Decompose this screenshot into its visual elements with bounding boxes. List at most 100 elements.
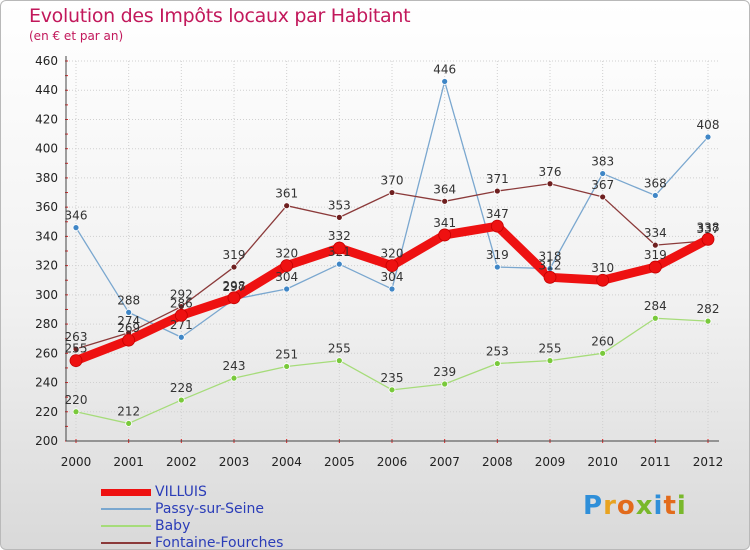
point-fontaine-fourches xyxy=(441,197,449,205)
point-villuis xyxy=(174,308,188,322)
data-label-passy-sur-seine: 318 xyxy=(539,250,562,264)
point-villuis xyxy=(69,354,83,368)
x-tick-label: 2010 xyxy=(587,455,618,469)
x-tick-label: 2008 xyxy=(482,455,513,469)
data-label-baby: 253 xyxy=(486,345,509,359)
data-label-fontaine-fourches: 364 xyxy=(433,182,456,196)
point-passy-sur-seine xyxy=(177,333,185,341)
point-baby xyxy=(599,349,607,357)
point-villuis xyxy=(227,291,241,305)
y-tick-label: 340 xyxy=(35,229,58,243)
point-fontaine-fourches xyxy=(651,241,659,249)
y-tick-label: 220 xyxy=(35,405,58,419)
data-label-baby: 282 xyxy=(697,302,720,316)
point-passy-sur-seine xyxy=(388,285,396,293)
x-tick-label: 2004 xyxy=(271,455,302,469)
point-baby xyxy=(335,357,343,365)
legend-swatch xyxy=(101,542,151,544)
point-villuis xyxy=(701,232,715,246)
data-label-fontaine-fourches: 274 xyxy=(117,314,140,328)
point-passy-sur-seine xyxy=(283,285,291,293)
point-passy-sur-seine xyxy=(704,133,712,141)
legend-label: Fontaine-Fourches xyxy=(155,535,284,550)
legend-swatch xyxy=(101,488,151,496)
data-label-fontaine-fourches: 367 xyxy=(591,178,614,192)
y-tick-label: 360 xyxy=(35,200,58,214)
point-villuis xyxy=(385,259,399,273)
point-fontaine-fourches xyxy=(546,180,554,188)
point-passy-sur-seine xyxy=(335,260,343,268)
data-label-fontaine-fourches: 361 xyxy=(275,187,298,201)
point-passy-sur-seine xyxy=(493,263,501,271)
point-passy-sur-seine xyxy=(599,170,607,177)
point-villuis xyxy=(543,270,557,284)
data-label-passy-sur-seine: 383 xyxy=(591,155,614,169)
point-fontaine-fourches xyxy=(599,193,607,201)
data-label-baby: 260 xyxy=(591,334,614,348)
y-tick-label: 200 xyxy=(35,434,58,448)
data-label-baby: 220 xyxy=(65,393,88,407)
logo-letter: i xyxy=(676,491,687,521)
point-fontaine-fourches xyxy=(335,213,343,221)
data-label-baby: 212 xyxy=(117,404,140,418)
data-label-fontaine-fourches: 371 xyxy=(486,172,509,186)
data-label-passy-sur-seine: 304 xyxy=(275,270,298,284)
data-label-fontaine-fourches: 370 xyxy=(381,174,404,188)
legend-swatch xyxy=(101,508,151,510)
data-label-villuis: 298 xyxy=(223,279,246,293)
y-tick-label: 460 xyxy=(35,54,58,68)
y-tick-label: 240 xyxy=(35,376,58,390)
data-label-passy-sur-seine: 304 xyxy=(381,270,404,284)
chart-title: Evolution des Impôts locaux par Habitant xyxy=(29,5,411,27)
data-label-villuis: 338 xyxy=(697,220,720,234)
y-tick-label: 320 xyxy=(35,259,58,273)
data-label-passy-sur-seine: 346 xyxy=(65,209,88,223)
logo-letter: P xyxy=(583,491,604,521)
legend-label: Passy-sur-Seine xyxy=(155,501,265,517)
data-label-villuis: 341 xyxy=(433,216,456,230)
point-baby xyxy=(546,357,554,365)
data-label-baby: 235 xyxy=(381,371,404,385)
data-label-baby: 255 xyxy=(539,342,562,356)
data-label-villuis: 320 xyxy=(275,247,298,261)
data-label-villuis: 332 xyxy=(328,229,351,243)
point-passy-sur-seine xyxy=(651,192,659,199)
point-baby xyxy=(388,386,396,394)
data-label-passy-sur-seine: 297 xyxy=(223,280,246,294)
logo-letter: x xyxy=(635,491,654,521)
x-tick-label: 2001 xyxy=(113,455,144,469)
data-label-passy-sur-seine: 271 xyxy=(170,318,193,332)
data-label-passy-sur-seine: 319 xyxy=(486,248,509,262)
data-label-baby: 239 xyxy=(433,365,456,379)
y-tick-label: 260 xyxy=(35,346,58,360)
data-label-fontaine-fourches: 292 xyxy=(170,288,193,302)
point-baby xyxy=(704,317,712,325)
data-label-passy-sur-seine: 446 xyxy=(433,62,456,76)
y-tick-label: 400 xyxy=(35,142,58,156)
data-label-baby: 251 xyxy=(275,347,298,361)
logo-letter: o xyxy=(616,491,636,521)
data-label-villuis: 255 xyxy=(65,342,88,356)
legend-swatch xyxy=(101,525,151,527)
point-villuis xyxy=(490,219,504,233)
y-tick-label: 420 xyxy=(35,112,58,126)
data-label-villuis: 320 xyxy=(381,247,404,261)
data-label-villuis: 312 xyxy=(539,258,562,272)
logo-letter: r xyxy=(603,491,617,521)
x-tick-label: 2002 xyxy=(166,455,197,469)
x-tick-label: 2000 xyxy=(61,455,92,469)
point-passy-sur-seine xyxy=(72,224,80,232)
point-passy-sur-seine xyxy=(125,308,133,316)
logo-letter: i xyxy=(653,491,664,521)
legend-label: Baby xyxy=(155,518,191,534)
x-tick-label: 2006 xyxy=(377,455,408,469)
y-tick-label: 440 xyxy=(35,83,58,97)
point-villuis xyxy=(438,228,452,242)
point-baby xyxy=(125,420,133,427)
y-tick-label: 280 xyxy=(35,317,58,331)
point-villuis xyxy=(648,260,662,274)
x-tick-label: 2003 xyxy=(219,455,250,469)
data-label-passy-sur-seine: 368 xyxy=(644,176,667,190)
point-baby xyxy=(72,408,80,416)
data-label-fontaine-fourches: 376 xyxy=(539,165,562,179)
